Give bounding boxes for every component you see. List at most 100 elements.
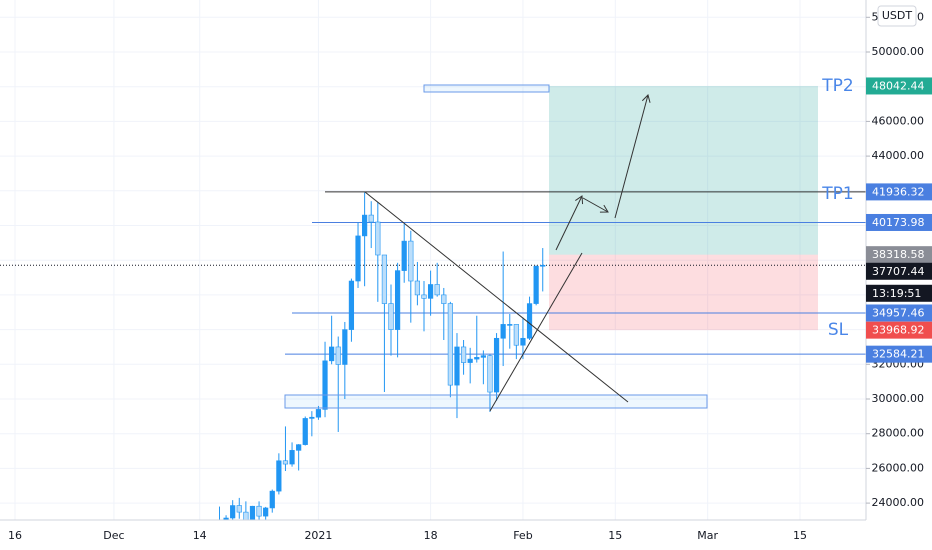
candle-body xyxy=(493,337,500,393)
candle-body xyxy=(540,264,546,267)
candle-body xyxy=(401,240,407,271)
candle-body xyxy=(447,303,453,386)
target-label-box xyxy=(866,77,932,95)
last-price-label: 37707.44 xyxy=(872,265,925,278)
x-tick-label: 16 xyxy=(8,529,22,542)
y-tick-label: 26000.00 xyxy=(872,461,925,474)
candle-body xyxy=(500,324,506,339)
candle-body xyxy=(474,357,480,360)
candle-body xyxy=(408,240,414,282)
y-tick-label: 46000.00 xyxy=(872,114,925,127)
trend-line xyxy=(364,191,629,403)
candle-body xyxy=(480,355,486,358)
x-tick-label: 2021 xyxy=(304,529,332,542)
candle-body xyxy=(487,355,493,393)
candle-body xyxy=(421,294,427,299)
candle-body xyxy=(507,324,513,326)
candle-body xyxy=(520,337,526,346)
candle-body xyxy=(388,303,394,330)
candle-body xyxy=(395,270,401,330)
level-label-box xyxy=(866,213,932,231)
candle-body xyxy=(414,280,420,296)
candle-body xyxy=(335,346,341,365)
target-label-box xyxy=(866,321,932,339)
candle-body xyxy=(460,346,467,363)
loss-zone xyxy=(549,254,818,331)
profit-zone xyxy=(549,85,818,255)
candle-body xyxy=(302,418,308,445)
countdown-label: 13:19:51 xyxy=(872,287,921,300)
y-tick-label: 24000.00 xyxy=(872,496,925,509)
grid xyxy=(0,0,866,520)
candle-body xyxy=(276,460,282,492)
level-label: 40173.98 xyxy=(872,216,925,229)
drawings xyxy=(284,84,708,412)
candle-body xyxy=(309,416,315,419)
level-label: 32584.21 xyxy=(872,348,925,361)
level-label: 34957.46 xyxy=(872,306,925,319)
x-tick-label: 15 xyxy=(608,529,622,542)
candle-body xyxy=(296,444,302,451)
trend-line xyxy=(489,252,583,412)
candle-body xyxy=(348,280,355,330)
candle-body xyxy=(289,450,295,465)
last-price-label-box xyxy=(866,262,932,280)
target-label: 41936.32 xyxy=(872,185,925,198)
target-box xyxy=(423,84,550,93)
candle-body xyxy=(381,254,388,304)
y-tick-label: 44000.00 xyxy=(872,149,925,162)
zones xyxy=(0,85,866,355)
x-tick-label: Dec xyxy=(103,529,124,542)
currency-box xyxy=(877,5,917,27)
candle-body xyxy=(315,409,322,418)
candle-body xyxy=(362,214,368,237)
level-label-box xyxy=(866,345,932,363)
target-name: SL xyxy=(828,320,849,340)
target-label-box xyxy=(866,183,932,201)
x-tick-label: Mar xyxy=(697,529,718,542)
candle-body xyxy=(513,324,519,346)
candle-body xyxy=(223,517,229,520)
candle-body xyxy=(230,505,236,519)
candle-body xyxy=(249,505,256,520)
target-label: 33968.92 xyxy=(872,324,925,337)
x-tick-label: Feb xyxy=(513,529,532,542)
y-tick-label: 30000.00 xyxy=(872,392,925,405)
arrow xyxy=(614,94,651,219)
candle-body xyxy=(526,303,533,339)
level-label-box xyxy=(866,304,932,322)
arrow xyxy=(582,197,609,213)
target-name: TP1 xyxy=(821,184,853,204)
candle-body xyxy=(243,511,249,520)
y-tick-label: 50000.00 xyxy=(872,45,925,58)
arrow xyxy=(555,195,584,251)
candle-body xyxy=(467,358,473,363)
candle-body xyxy=(533,265,539,304)
plot-area xyxy=(218,192,546,520)
price-axis: 24000.0026000.0028000.0030000.0032000.00… xyxy=(866,10,932,509)
candle-body xyxy=(256,505,262,517)
target-name: TP2 xyxy=(821,76,853,96)
candle-body xyxy=(368,214,374,223)
candle-body xyxy=(427,284,434,299)
candle-body xyxy=(269,490,275,509)
candle-body xyxy=(236,505,242,513)
x-tick-label: 18 xyxy=(424,529,438,542)
currency: USDT xyxy=(882,9,913,22)
candle-body xyxy=(441,294,447,304)
y-tick-label: 28000.00 xyxy=(872,427,925,440)
candle-body xyxy=(454,346,460,386)
candle-body xyxy=(342,329,348,365)
entry-label: 38318.58 xyxy=(872,248,925,261)
candle-body xyxy=(322,360,328,410)
candle-body xyxy=(329,346,335,362)
x-tick-label: 15 xyxy=(793,529,807,542)
candle-body xyxy=(263,507,269,517)
target-label: 48042.44 xyxy=(872,79,925,92)
candle-body xyxy=(375,221,381,256)
candle-body xyxy=(434,284,440,296)
candle-body xyxy=(355,235,361,282)
countdown-label-box xyxy=(866,284,932,302)
x-tick-label: 14 xyxy=(193,529,207,542)
